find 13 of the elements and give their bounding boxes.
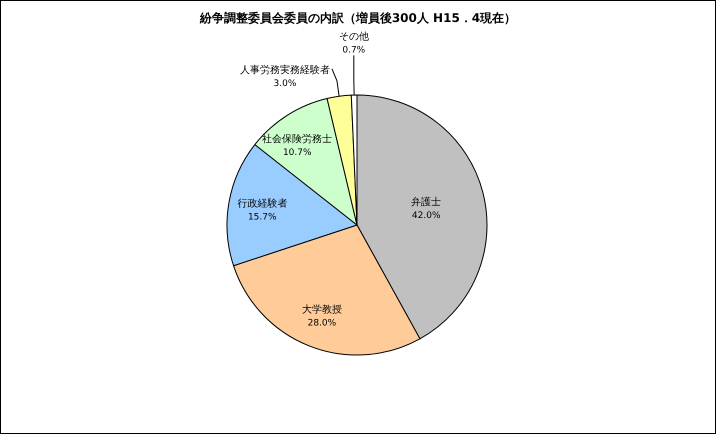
data-label: 0.7% [342, 45, 366, 56]
slice-label: その他 [338, 30, 369, 42]
slice-label: 社会保険労務士 [262, 132, 332, 145]
data-label: 42.0% [412, 211, 441, 222]
data-label: 28.0% [308, 318, 337, 329]
data-label: 15.7% [248, 212, 277, 222]
slice-label: 人事労務実務経験者 [240, 64, 330, 76]
data-label: 10.7% [282, 148, 312, 158]
chart-title: 紛争調整委員会委員の内訳（増員後300人 H15．4現在） [198, 11, 516, 25]
slice-label: 行政経験者 [237, 197, 288, 210]
data-label: 3.0% [274, 78, 297, 89]
slice-label: 弁護士 [411, 196, 442, 208]
slice-label: 大学教授 [302, 304, 342, 316]
